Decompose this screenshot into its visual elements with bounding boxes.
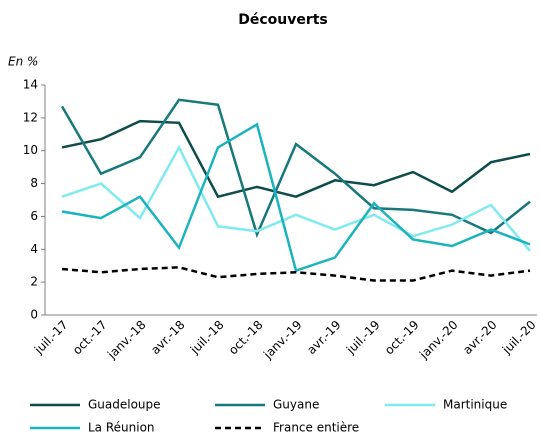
x-tick-label: avr.-19: [304, 318, 343, 357]
series-line: [61, 144, 531, 252]
y-tick-label: 4: [30, 242, 38, 256]
y-tick-label: 12: [23, 110, 38, 124]
series-line: [61, 122, 531, 273]
series-line: [61, 266, 531, 282]
x-tick-label: janv.-18: [104, 318, 148, 362]
y-tick-label: 2: [30, 275, 38, 289]
series-line: [60, 98, 531, 239]
legend-label: La Réunion: [88, 421, 155, 435]
y-tick-label: 0: [30, 308, 38, 322]
legend-label: Martinique: [443, 398, 507, 412]
y-tick-label: 6: [30, 209, 38, 223]
chart-title: Découverts: [238, 12, 328, 28]
legend-label: Guadeloupe: [88, 398, 161, 412]
y-axis-label: En %: [8, 55, 38, 69]
x-tick-label: avr.-18: [148, 318, 187, 357]
x-tick-label: janv.-20: [416, 318, 460, 362]
y-tick-label: 14: [23, 78, 38, 92]
x-tick-label: juil.-20: [499, 318, 539, 358]
series-line: [61, 119, 531, 199]
legend-label: Guyane: [273, 398, 319, 412]
x-tick-label: janv.-19: [260, 318, 304, 362]
y-tick-label: 8: [30, 176, 38, 190]
y-tick-label: 10: [23, 143, 38, 157]
x-tick-label: juil.-19: [343, 318, 383, 358]
x-tick-label: juil.-18: [187, 318, 227, 358]
x-tick-label: juil.-17: [31, 318, 71, 358]
x-tick-label: avr.-20: [460, 318, 499, 357]
legend-label: France entière: [273, 421, 359, 435]
